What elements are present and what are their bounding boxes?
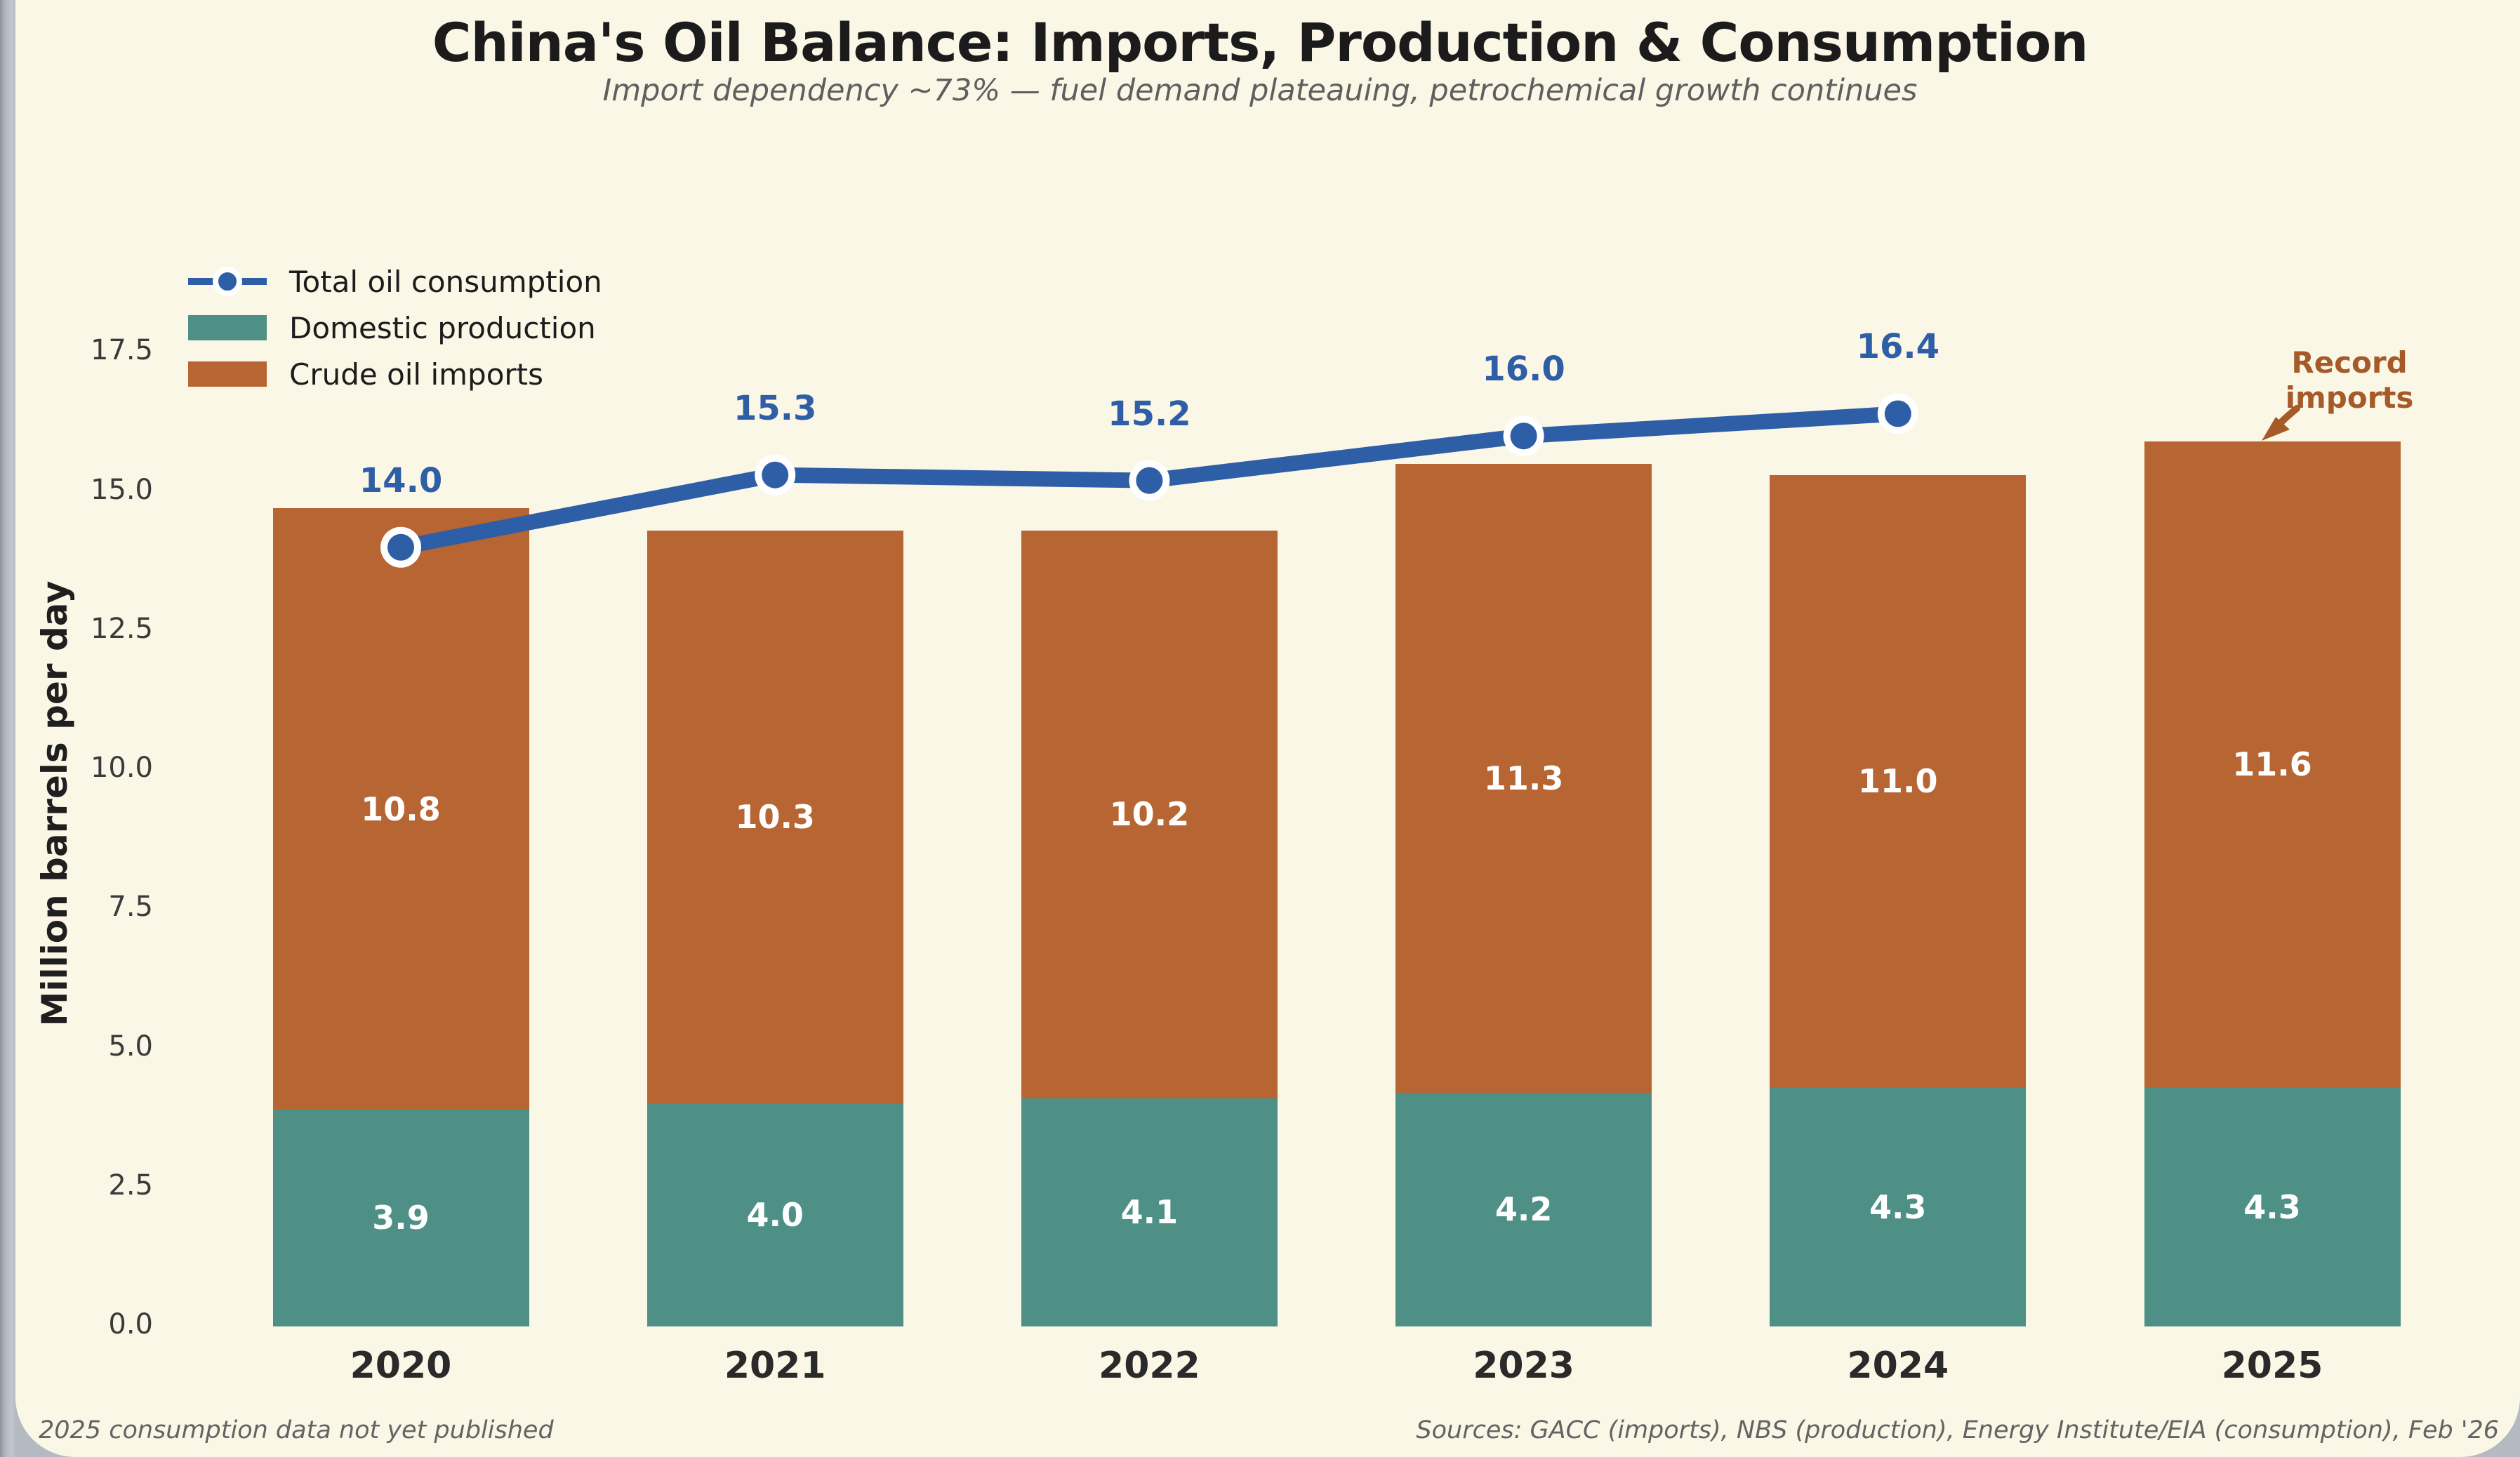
- consumption-line-sample-icon: [188, 267, 267, 296]
- consumption-value-label: 15.3: [733, 388, 817, 428]
- window-left-edge: [0, 0, 15, 1457]
- chart-title: China's Oil Balance: Imports, Production…: [432, 11, 2089, 74]
- record-imports-annotation: Record imports: [2286, 345, 2414, 415]
- sources-note: Sources: GACC (imports), NBS (production…: [1416, 1416, 2499, 1444]
- consumption-value-label: 16.0: [1482, 350, 1565, 390]
- legend-item-imports: Crude oil imports: [188, 351, 602, 397]
- legend-item-production: Domestic production: [188, 305, 602, 351]
- x-tick-label: 2023: [1473, 1345, 1574, 1387]
- bar-segment-production: [1770, 1087, 2027, 1326]
- bar-segment-imports: [2144, 441, 2401, 1087]
- bar-segment-production: [646, 1103, 903, 1326]
- bar-segment-production: [2144, 1087, 2401, 1326]
- legend-label-consumption: Total oil consumption: [289, 264, 602, 299]
- y-tick-label: 7.5: [108, 891, 153, 924]
- x-tick-label: 2020: [350, 1345, 452, 1387]
- bar-segment-imports: [1395, 463, 1652, 1093]
- y-tick-label: 2.5: [108, 1169, 153, 1202]
- legend-label-production: Domestic production: [289, 310, 596, 345]
- bar-segment-production: [1395, 1092, 1652, 1326]
- bar-segment-imports-value: 10.3: [735, 798, 815, 837]
- bar-segment-production-value: 3.9: [372, 1199, 430, 1237]
- legend-item-consumption: Total oil consumption: [188, 258, 602, 305]
- bar-segment-imports-value: 10.2: [1109, 795, 1190, 834]
- y-tick-label: 15.0: [90, 473, 153, 506]
- annotation-line-1: Record: [2291, 345, 2408, 380]
- bar-segment-imports: [1021, 531, 1278, 1098]
- consumption-value-label: 15.2: [1108, 394, 1191, 434]
- legend-swatch-production: [188, 315, 267, 340]
- bar-segment-imports: [1770, 474, 2027, 1087]
- bar-segment-production-value: 4.1: [1120, 1193, 1179, 1232]
- legend-label-imports: Crude oil imports: [289, 357, 544, 392]
- y-tick-label: 12.5: [90, 612, 153, 645]
- legend-swatch-imports: [188, 361, 267, 387]
- legend-dot-mark: [213, 267, 242, 296]
- bar-segment-imports-value: 11.6: [2232, 745, 2312, 784]
- bar-segment-production: [272, 1109, 529, 1326]
- bar-segment-production-value: 4.0: [746, 1196, 804, 1235]
- bar-segment-production-value: 4.3: [2243, 1187, 2301, 1226]
- bar-segment-production-value: 4.3: [1869, 1187, 1927, 1226]
- bar-segment-imports: [646, 531, 903, 1104]
- x-tick-label: 2022: [1099, 1345, 1200, 1387]
- bar-segment-production-value: 4.2: [1494, 1190, 1553, 1229]
- y-tick-label: 10.0: [90, 752, 153, 784]
- x-tick-label: 2021: [724, 1345, 826, 1387]
- bar-segment-imports-value: 10.8: [361, 790, 441, 828]
- legend: Total oil consumption Domestic productio…: [188, 258, 602, 397]
- y-tick-label: 17.5: [90, 334, 153, 367]
- chart-subtitle: Import dependency ~73% — fuel demand pla…: [602, 73, 1918, 108]
- bar-segment-imports-value: 11.3: [1483, 759, 1564, 797]
- bar-segment-production: [1021, 1098, 1278, 1326]
- annotation-line-2: imports: [2285, 380, 2414, 415]
- bar-segment-imports-value: 11.0: [1858, 761, 1938, 800]
- x-tick-label: 2025: [2221, 1345, 2323, 1387]
- imports-swatch-icon: [188, 360, 267, 388]
- production-swatch-icon: [188, 314, 267, 342]
- y-tick-label: 5.0: [108, 1030, 153, 1063]
- x-tick-label: 2024: [1847, 1345, 1949, 1387]
- consumption-value-label: 14.0: [359, 460, 443, 500]
- footnote-consumption: 2025 consumption data not yet published: [39, 1416, 554, 1444]
- bar-segment-imports: [272, 508, 529, 1110]
- consumption-value-label: 16.4: [1856, 327, 1940, 367]
- y-tick-label: 0.0: [108, 1308, 153, 1340]
